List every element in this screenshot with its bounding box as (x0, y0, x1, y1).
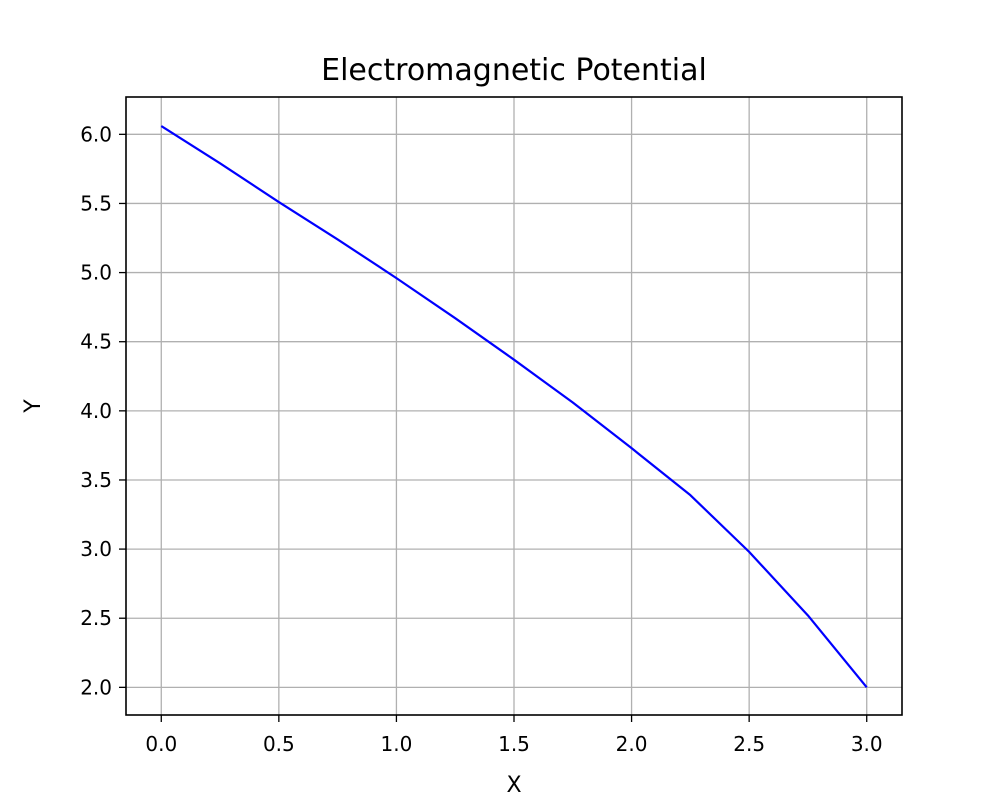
ticks: 0.0 0.5 1.0 1.5 2.0 2.5 3.0 2.0 2.5 3.0 3.5 4.0 4.5 5… (80, 122, 882, 756)
y-tick-label: 6.0 (80, 122, 112, 146)
x-tick-label: 0.0 (145, 732, 177, 756)
x-tick-label: 1.5 (498, 732, 530, 756)
y-tick-label: 2.0 (80, 675, 112, 699)
x-tick-label: 2.0 (616, 732, 648, 756)
y-tick-label: 3.5 (80, 468, 112, 492)
series-layer (160, 125, 868, 689)
y-tick-label: 5.5 (80, 191, 112, 215)
x-tick-label: 2.5 (733, 732, 765, 756)
x-axis-label: X (506, 773, 521, 798)
series-line-0 (160, 125, 868, 689)
y-tick-label: 4.0 (80, 399, 112, 423)
y-tick-label: 2.5 (80, 606, 112, 630)
x-tick-label: 0.5 (263, 732, 295, 756)
y-tick-label: 5.0 (80, 261, 112, 285)
y-tick-label: 4.5 (80, 330, 112, 354)
y-axis-label: Y (21, 399, 46, 414)
x-tick-label: 3.0 (851, 732, 883, 756)
x-tick-label: 1.0 (381, 732, 413, 756)
grid (126, 97, 902, 715)
chart-title: Electromagnetic Potential (321, 53, 707, 88)
y-tick-label: 3.0 (80, 537, 112, 561)
